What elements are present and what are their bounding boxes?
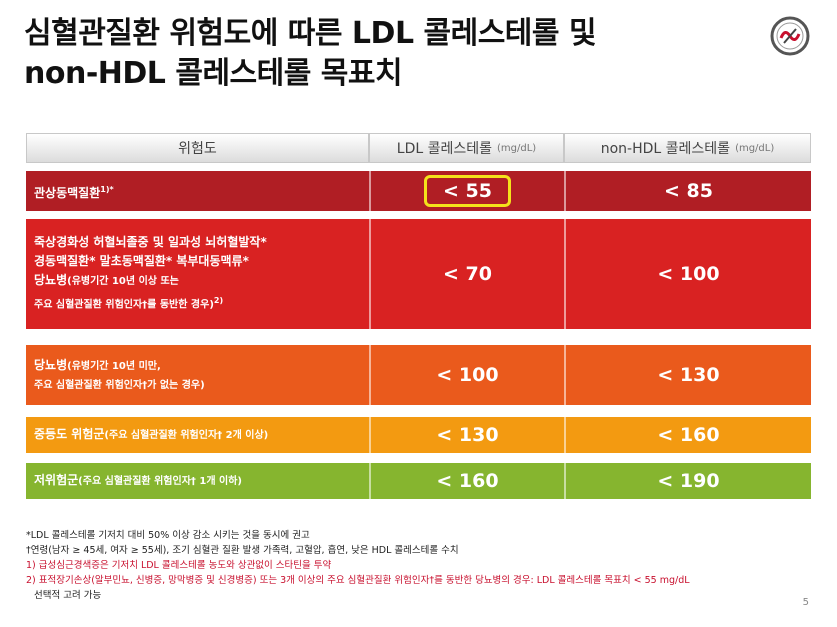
footnotes: *LDL 콜레스테롤 기저치 대비 50% 이상 감소 시키는 것을 동시에 권… [26, 528, 826, 603]
header-nonhdl-label: non-HDL 콜레스테롤 [600, 141, 731, 157]
risk-cell: 관상동맥질환1)* [26, 171, 369, 211]
footnote-dagger: †연령(남자 ≥ 45세, 여자 ≥ 55세), 조기 심혈관 질환 발생 가족… [26, 545, 459, 556]
ldl-cell: < 130 [369, 417, 564, 453]
risk-label: 당뇨병(유병기간 10년 미만, 주요 심혈관질환 위험인자†가 없는 경우) [34, 357, 205, 391]
ldl-target-value: < 100 [436, 364, 499, 386]
risk-label: 관상동맥질환1)* [34, 184, 114, 200]
ldl-cell: < 160 [369, 463, 564, 499]
nonhdl-cell: < 100 [564, 219, 811, 329]
risk-cell: 죽상경화성 허혈뇌졸중 및 일과성 뇌허혈발작* 경동맥질환* 말초동맥질환* … [26, 219, 369, 329]
ldl-cell: < 55 [369, 171, 564, 211]
risk-cell: 당뇨병(유병기간 10년 미만, 주요 심혈관질환 위험인자†가 없는 경우) [26, 345, 369, 405]
nonhdl-cell: < 130 [564, 345, 811, 405]
table-row: 관상동맥질환1)* < 55 < 85 [26, 171, 811, 211]
header-ldl: LDL 콜레스테롤 (mg/dL) [369, 133, 564, 163]
page-number: 5 [802, 597, 809, 608]
ldl-cell: < 70 [369, 219, 564, 329]
ldl-cell: < 100 [369, 345, 564, 405]
title-line-1: 심혈관질환 위험도에 따른 LDL 콜레스테롤 및 [24, 16, 597, 51]
table-row: 중등도 위험군(주요 심혈관질환 위험인자† 2개 이상) < 130 < 16… [26, 417, 811, 453]
nonhdl-target-value: < 130 [657, 364, 720, 386]
table-row: 당뇨병(유병기간 10년 미만, 주요 심혈관질환 위험인자†가 없는 경우) … [26, 345, 811, 405]
nonhdl-target-value: < 85 [664, 180, 713, 202]
ldl-target-value: < 160 [436, 470, 499, 492]
nonhdl-cell: < 160 [564, 417, 811, 453]
table-header-row: 위험도 LDL 콜레스테롤 (mg/dL) non-HDL 콜레스테롤 (mg/… [26, 133, 811, 163]
nonhdl-target-value: < 190 [657, 470, 720, 492]
footnote-2-cont: 선택적 고려 가능 [34, 590, 102, 601]
nonhdl-cell: < 190 [564, 463, 811, 499]
table-row: 죽상경화성 허혈뇌졸중 및 일과성 뇌허혈발작* 경동맥질환* 말초동맥질환* … [26, 219, 811, 329]
table-row: 저위험군(주요 심혈관질환 위험인자† 1개 이하) < 160 < 190 [26, 463, 811, 499]
header-ldl-label: LDL 콜레스테롤 [396, 141, 493, 157]
risk-label: 죽상경화성 허혈뇌졸중 및 일과성 뇌허혈발작* 경동맥질환* 말초동맥질환* … [34, 235, 267, 311]
society-logo-icon [770, 16, 810, 56]
ldl-target-value: < 70 [443, 263, 492, 285]
ldl-target-value: < 130 [436, 424, 499, 446]
risk-label: 저위험군(주요 심혈관질환 위험인자† 1개 이하) [34, 473, 242, 487]
risk-cell: 저위험군(주요 심혈관질환 위험인자† 1개 이하) [26, 463, 369, 499]
footnote-star: *LDL 콜레스테롤 기저치 대비 50% 이상 감소 시키는 것을 동시에 권… [26, 530, 310, 541]
header-ldl-unit: (mg/dL) [497, 142, 537, 154]
header-nonhdl-unit: (mg/dL) [735, 142, 775, 154]
nonhdl-target-value: < 160 [657, 424, 720, 446]
nonhdl-target-value: < 100 [657, 263, 720, 285]
risk-cell: 중등도 위험군(주요 심혈관질환 위험인자† 2개 이상) [26, 417, 369, 453]
footnote-2: 2) 표적장기손상(알부민뇨, 신병증, 망막병증 및 신경병증) 또는 3개 … [26, 575, 690, 586]
nonhdl-cell: < 85 [564, 171, 811, 211]
header-risk: 위험도 [26, 133, 369, 163]
title-line-2: non-HDL 콜레스테롤 목표치 [24, 56, 403, 91]
footnote-1: 1) 급성심근경색증은 기저치 LDL 콜레스테롤 농도와 상관없이 스타틴을 … [26, 560, 332, 571]
ldl-target-value: < 55 [424, 175, 511, 207]
risk-label: 중등도 위험군(주요 심혈관질환 위험인자† 2개 이상) [34, 427, 269, 441]
header-nonhdl: non-HDL 콜레스테롤 (mg/dL) [564, 133, 811, 163]
page-title: 심혈관질환 위험도에 따른 LDL 콜레스테롤 및 non-HDL 콜레스테롤 … [24, 14, 744, 94]
